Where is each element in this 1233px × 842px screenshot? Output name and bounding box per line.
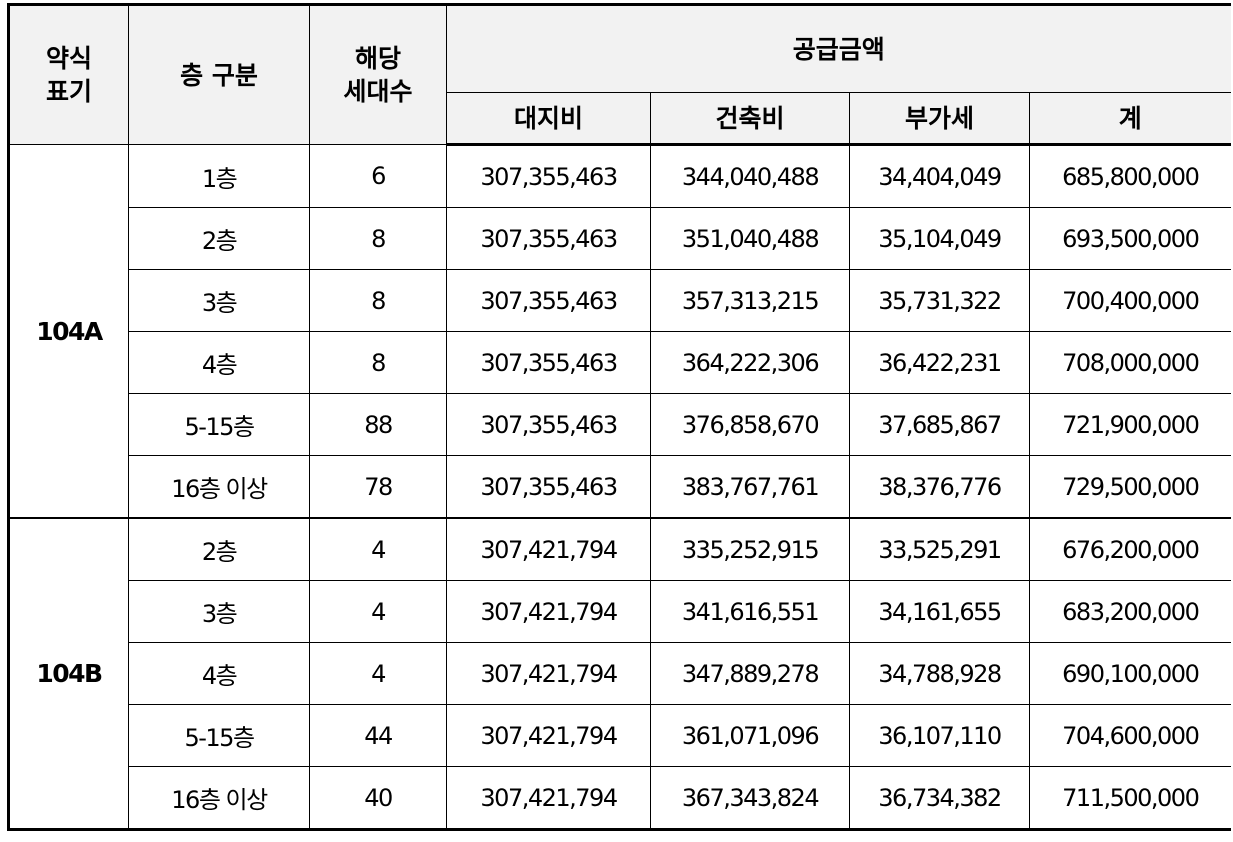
total-cell: 711,500,000 <box>1028 766 1231 830</box>
type-header-line2: 표기 <box>45 77 92 106</box>
table-row: 4층 8 307,355,463 364,222,306 36,422,231 708,0… <box>9 331 1231 394</box>
floor-cell: 2층 <box>128 207 310 270</box>
units-cell: 40 <box>309 766 447 830</box>
units-header-line1: 해당 <box>354 44 401 73</box>
type-cell: 104A <box>8 144 129 519</box>
building-cell: 376,858,670 <box>650 393 850 456</box>
table-row: 4층 4 307,421,794 347,889,278 34,788,928 690,1… <box>9 642 1231 705</box>
floor-cell: 1층 <box>128 144 310 208</box>
table-row: 3층 4 307,421,794 341,616,551 34,161,655 683,2… <box>9 580 1231 643</box>
units-cell: 88 <box>309 393 447 456</box>
table-row: 3층 8 307,355,463 357,313,215 35,731,322 700,4… <box>9 269 1231 332</box>
table-header: 약식 표기 층 구분 해당 세대수 공급금액 대지비 건축비 부가세 계 <box>8 4 1231 146</box>
table-row: 5-15층 44 307,421,794 361,071,096 36,107,110 7… <box>9 704 1231 767</box>
units-cell: 8 <box>309 331 447 394</box>
floor-cell: 5-15층 <box>128 393 310 456</box>
land-cell: 307,355,463 <box>446 455 651 519</box>
land-cell: 307,421,794 <box>446 642 651 705</box>
building-cell: 361,071,096 <box>650 704 850 767</box>
floor-cell: 3층 <box>128 580 310 643</box>
units-cell: 8 <box>309 207 447 270</box>
units-cell: 4 <box>309 517 447 581</box>
vat-header: 부가세 <box>849 92 1030 146</box>
supply-price-table: 약식 표기 층 구분 해당 세대수 공급금액 대지비 건축비 부가세 계 104… <box>7 3 1231 831</box>
floor-cell: 2층 <box>128 517 310 581</box>
table-row: 2층 8 307,355,463 351,040,488 35,104,049 693,5… <box>9 207 1231 270</box>
total-cell: 690,100,000 <box>1028 642 1231 705</box>
building-cell: 344,040,488 <box>650 144 850 208</box>
total-header: 계 <box>1028 92 1231 146</box>
floor-cell: 16층 이상 <box>128 455 310 519</box>
total-cell: 700,400,000 <box>1028 269 1231 332</box>
vat-cell: 36,734,382 <box>849 766 1030 830</box>
vat-cell: 33,525,291 <box>849 517 1030 581</box>
building-cell: 347,889,278 <box>650 642 850 705</box>
total-cell: 708,000,000 <box>1028 331 1231 394</box>
vat-cell: 35,104,049 <box>849 207 1030 270</box>
units-header: 해당 세대수 <box>309 4 447 145</box>
floor-cell: 16층 이상 <box>128 766 310 830</box>
units-cell: 4 <box>309 642 447 705</box>
amount-header: 공급금액 <box>445 4 1231 93</box>
building-cell: 367,343,824 <box>650 766 850 830</box>
table-row: 16층 이상 78 307,355,463 383,767,761 38,376,776… <box>9 455 1231 519</box>
floor-cell: 5-15층 <box>128 704 310 767</box>
building-cell: 351,040,488 <box>650 207 850 270</box>
building-cell: 357,313,215 <box>650 269 850 332</box>
land-cell: 307,355,463 <box>446 144 651 208</box>
land-cell: 307,421,794 <box>446 766 651 830</box>
vat-cell: 34,788,928 <box>849 642 1030 705</box>
floor-cell: 3층 <box>128 269 310 332</box>
floor-header: 층 구분 <box>128 4 310 145</box>
total-cell: 721,900,000 <box>1028 393 1231 456</box>
land-header: 대지비 <box>446 92 651 146</box>
vat-cell: 38,376,776 <box>849 455 1030 519</box>
vat-cell: 36,107,110 <box>849 704 1030 767</box>
vat-cell: 36,422,231 <box>849 331 1030 394</box>
building-cell: 383,767,761 <box>650 455 850 519</box>
table-row: 16층 이상 40 307,421,794 367,343,824 36,734,382… <box>9 766 1231 830</box>
building-cell: 335,252,915 <box>650 517 850 581</box>
total-cell: 683,200,000 <box>1028 580 1231 643</box>
type-header-line1: 약식 <box>45 44 92 73</box>
table-row: 104A 1층 6 307,355,463 344,040,488 34,404,049 6… <box>8 144 1231 519</box>
vat-cell: 37,685,867 <box>849 393 1030 456</box>
units-cell: 4 <box>309 580 447 643</box>
type-cell: 104B <box>8 517 129 830</box>
total-cell: 676,200,000 <box>1028 517 1231 581</box>
land-cell: 307,355,463 <box>446 393 651 456</box>
vat-cell: 34,404,049 <box>849 144 1030 208</box>
table-row: 5-15층 88 307,355,463 376,858,670 37,685,867 7… <box>9 393 1231 456</box>
total-cell: 693,500,000 <box>1028 207 1231 270</box>
floor-cell: 4층 <box>128 331 310 394</box>
land-cell: 307,421,794 <box>446 517 651 581</box>
land-cell: 307,355,463 <box>446 331 651 394</box>
total-cell: 685,800,000 <box>1028 144 1231 208</box>
building-cell: 341,616,551 <box>650 580 850 643</box>
land-cell: 307,355,463 <box>446 269 651 332</box>
units-cell: 44 <box>309 704 447 767</box>
land-cell: 307,421,794 <box>446 704 651 767</box>
floor-cell: 4층 <box>128 642 310 705</box>
vat-cell: 35,731,322 <box>849 269 1030 332</box>
table-body: 104A 1층 6 307,355,463 344,040,488 34,404,049 6… <box>8 144 1231 830</box>
vat-cell: 34,161,655 <box>849 580 1030 643</box>
units-header-line2: 세대수 <box>343 77 413 106</box>
table-row: 104B 2층 4 307,421,794 335,252,915 33,525,291 6… <box>8 517 1231 830</box>
total-cell: 729,500,000 <box>1028 455 1231 519</box>
units-cell: 78 <box>309 455 447 519</box>
total-cell: 704,600,000 <box>1028 704 1231 767</box>
land-cell: 307,355,463 <box>446 207 651 270</box>
land-cell: 307,421,794 <box>446 580 651 643</box>
units-cell: 6 <box>309 144 447 208</box>
building-header: 건축비 <box>650 92 850 146</box>
units-cell: 8 <box>309 269 447 332</box>
building-cell: 364,222,306 <box>650 331 850 394</box>
type-header: 약식 표기 <box>8 4 129 145</box>
